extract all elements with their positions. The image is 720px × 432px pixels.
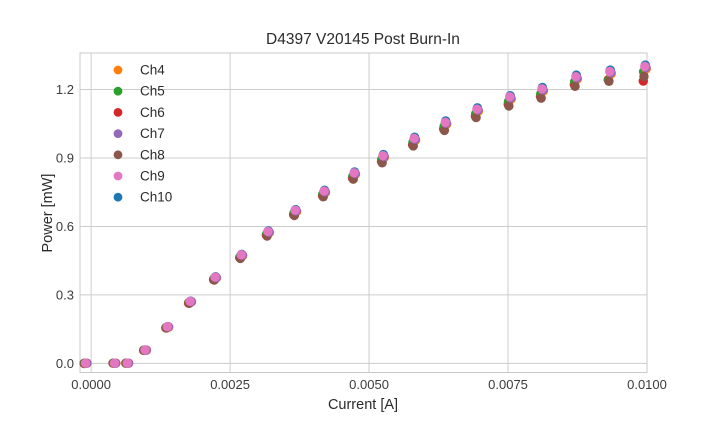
legend-marker-Ch10 [113,192,123,202]
legend-item-Ch5: Ch5 [113,84,165,99]
scatter-point-Ch9 [504,92,515,102]
axes-frame [79,52,648,373]
legend-marker-Ch5 [113,86,123,96]
scatter-point-Ch9 [440,117,450,128]
legend-label-Ch7: Ch7 [140,126,165,141]
scatter-point-Ch8 [536,93,546,103]
scatter-point-Ch9 [80,358,91,368]
scatter-point-Ch9 [571,72,581,82]
scatter-point-Ch9 [236,250,246,260]
scatter-point-Ch9 [409,133,419,144]
scatter-point-Ch9 [210,272,220,282]
legend-marker-Ch4 [113,65,123,75]
scatter-point-Ch8 [570,81,580,92]
legend-item-Ch8: Ch8 [113,147,165,162]
x-tick-label-0.0050: 0.0050 [349,377,389,392]
legend-item-Ch10: Ch10 [113,190,172,205]
legend-label-Ch5: Ch5 [140,84,165,99]
scatter-point-Ch9 [537,84,547,94]
x-tick-label-0.0000: 0.0000 [71,377,111,392]
scatter-point-Ch8 [439,125,450,136]
scatter-point-Ch9 [109,358,120,368]
legend-item-Ch6: Ch6 [113,105,165,120]
scatter-point-Ch9 [640,61,650,72]
y-axis-label: Power [mW] [40,174,56,253]
scatter-point-Ch9 [472,104,482,114]
scatter-point-Ch9 [319,186,329,196]
scatter-point-Ch9 [140,345,150,355]
tick-labels-layer: 0.0000 0.0025 0.0050 0.0075 0.0100 0.0 0.3 0.6 0… [56,82,667,392]
x-tick-label-0.0100: 0.0100 [627,377,667,392]
legend-label-Ch4: Ch4 [140,63,165,78]
scatter-point-Ch9 [185,296,195,306]
scatter-points-layer [79,60,651,369]
legend-label-Ch9: Ch9 [140,169,165,184]
legend-item-Ch9: Ch9 [113,169,165,184]
scatter-point-Ch8 [504,101,514,111]
legend-item-Ch4: Ch4 [113,63,165,78]
legend-item-Ch7: Ch7 [113,126,165,141]
y-tick-label-0.6: 0.6 [56,219,74,234]
legend-label-Ch6: Ch6 [140,105,165,120]
legend-label-Ch8: Ch8 [140,147,165,162]
y-tick-label-0.9: 0.9 [56,150,74,165]
legend-label-Ch10: Ch10 [140,190,172,205]
chart-title: D4397 V20145 Post Burn-In [266,31,460,48]
x-tick-label-0.0075: 0.0075 [488,377,528,392]
scatter-point-Ch9 [605,66,615,77]
y-tick-label-0.0: 0.0 [56,356,74,371]
scatter-point-Ch9 [263,226,273,237]
y-tick-label-1.2: 1.2 [56,82,74,97]
scatter-point-Ch9 [290,205,300,215]
y-tick-label-0.3: 0.3 [56,287,74,302]
legend: Ch4 Ch5 Ch6 Ch7 Ch8 Ch9 Ch10 [113,63,172,205]
scatter-point-Ch8 [604,76,614,86]
plot-frame [79,52,648,373]
x-axis-label: Current [A] [328,397,398,413]
legend-marker-Ch8 [113,150,123,160]
scatter-point-Ch8 [471,112,481,123]
legend-marker-Ch9 [113,171,123,181]
scatter-point-Ch9 [378,150,388,161]
x-tick-label-0.0025: 0.0025 [210,377,250,392]
scatter-point-Ch9 [122,358,132,368]
scatter-point-Ch9 [162,321,172,332]
legend-marker-Ch7 [113,129,123,139]
scatter-point-Ch9 [349,168,359,178]
scatter-point-Ch8 [639,71,649,82]
legend-marker-Ch6 [113,108,123,117]
